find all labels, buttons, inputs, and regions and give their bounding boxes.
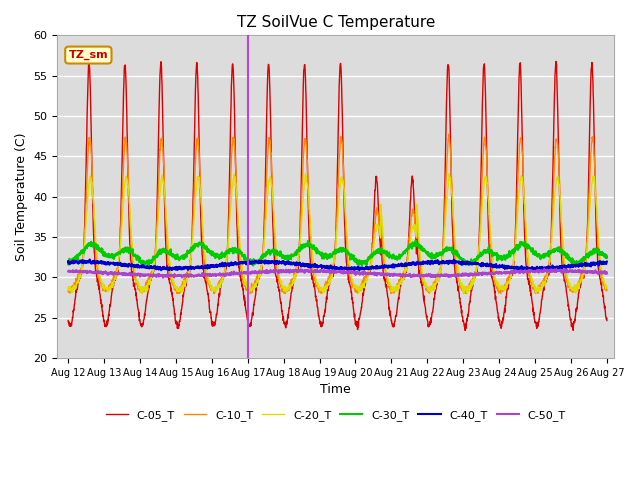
C-10_T	[215, 282, 223, 288]
C-40_T	[346, 269, 354, 275]
C-40_T	[86, 257, 93, 263]
C-20_T	[556, 192, 564, 198]
C-05_T	[461, 327, 469, 333]
C-30_T	[603, 255, 611, 261]
C-50_T	[540, 266, 548, 272]
C-30_T	[214, 254, 222, 260]
C-40_T	[353, 266, 361, 272]
C-10_T	[603, 288, 611, 293]
Title: TZ SoilVue C Temperature: TZ SoilVue C Temperature	[237, 15, 435, 30]
C-20_T	[353, 285, 361, 290]
C-20_T	[65, 285, 72, 291]
C-10_T	[495, 286, 502, 292]
Line: C-05_T: C-05_T	[68, 61, 607, 330]
Line: C-50_T: C-50_T	[68, 269, 607, 278]
Line: C-10_T: C-10_T	[68, 134, 607, 293]
C-50_T	[159, 275, 167, 281]
C-05_T	[65, 318, 72, 324]
Line: C-30_T: C-30_T	[68, 241, 607, 265]
C-40_T	[215, 264, 223, 269]
C-50_T	[65, 269, 72, 275]
X-axis label: Time: Time	[321, 383, 351, 396]
C-50_T	[571, 268, 579, 274]
C-30_T	[249, 263, 257, 268]
C-05_T	[552, 59, 560, 64]
C-40_T	[571, 262, 579, 268]
Text: TZ_sm: TZ_sm	[68, 50, 108, 60]
C-10_T	[365, 264, 372, 270]
C-30_T	[556, 249, 564, 255]
C-05_T	[494, 312, 502, 317]
C-10_T	[173, 290, 180, 296]
Line: C-20_T: C-20_T	[68, 174, 607, 294]
C-30_T	[365, 255, 372, 261]
Line: C-40_T: C-40_T	[68, 260, 607, 272]
C-10_T	[65, 289, 72, 295]
C-10_T	[571, 286, 579, 292]
C-20_T	[215, 281, 223, 287]
C-05_T	[556, 204, 564, 210]
C-05_T	[365, 271, 372, 277]
C-40_T	[65, 258, 72, 264]
Legend: C-05_T, C-10_T, C-20_T, C-30_T, C-40_T, C-50_T: C-05_T, C-10_T, C-20_T, C-30_T, C-40_T, …	[101, 406, 570, 425]
C-30_T	[353, 257, 361, 263]
C-30_T	[65, 259, 72, 264]
C-05_T	[571, 316, 579, 322]
C-30_T	[571, 260, 579, 265]
C-50_T	[494, 270, 502, 276]
C-20_T	[495, 284, 502, 289]
C-20_T	[571, 282, 579, 288]
C-05_T	[214, 298, 222, 303]
C-20_T	[301, 171, 309, 177]
C-40_T	[365, 265, 373, 271]
C-20_T	[138, 291, 146, 297]
Y-axis label: Soil Temperature (C): Soil Temperature (C)	[15, 132, 28, 261]
C-05_T	[353, 319, 361, 325]
C-50_T	[215, 272, 223, 278]
C-20_T	[603, 284, 611, 290]
C-40_T	[556, 264, 564, 270]
C-40_T	[603, 259, 611, 264]
C-10_T	[556, 186, 564, 192]
C-40_T	[495, 264, 502, 270]
C-30_T	[412, 238, 419, 244]
C-50_T	[353, 270, 361, 276]
C-10_T	[445, 131, 452, 137]
C-20_T	[365, 268, 373, 274]
C-50_T	[365, 271, 372, 276]
C-30_T	[495, 254, 502, 260]
C-50_T	[603, 271, 611, 276]
C-50_T	[556, 267, 564, 273]
C-05_T	[603, 318, 611, 324]
C-10_T	[353, 287, 361, 292]
